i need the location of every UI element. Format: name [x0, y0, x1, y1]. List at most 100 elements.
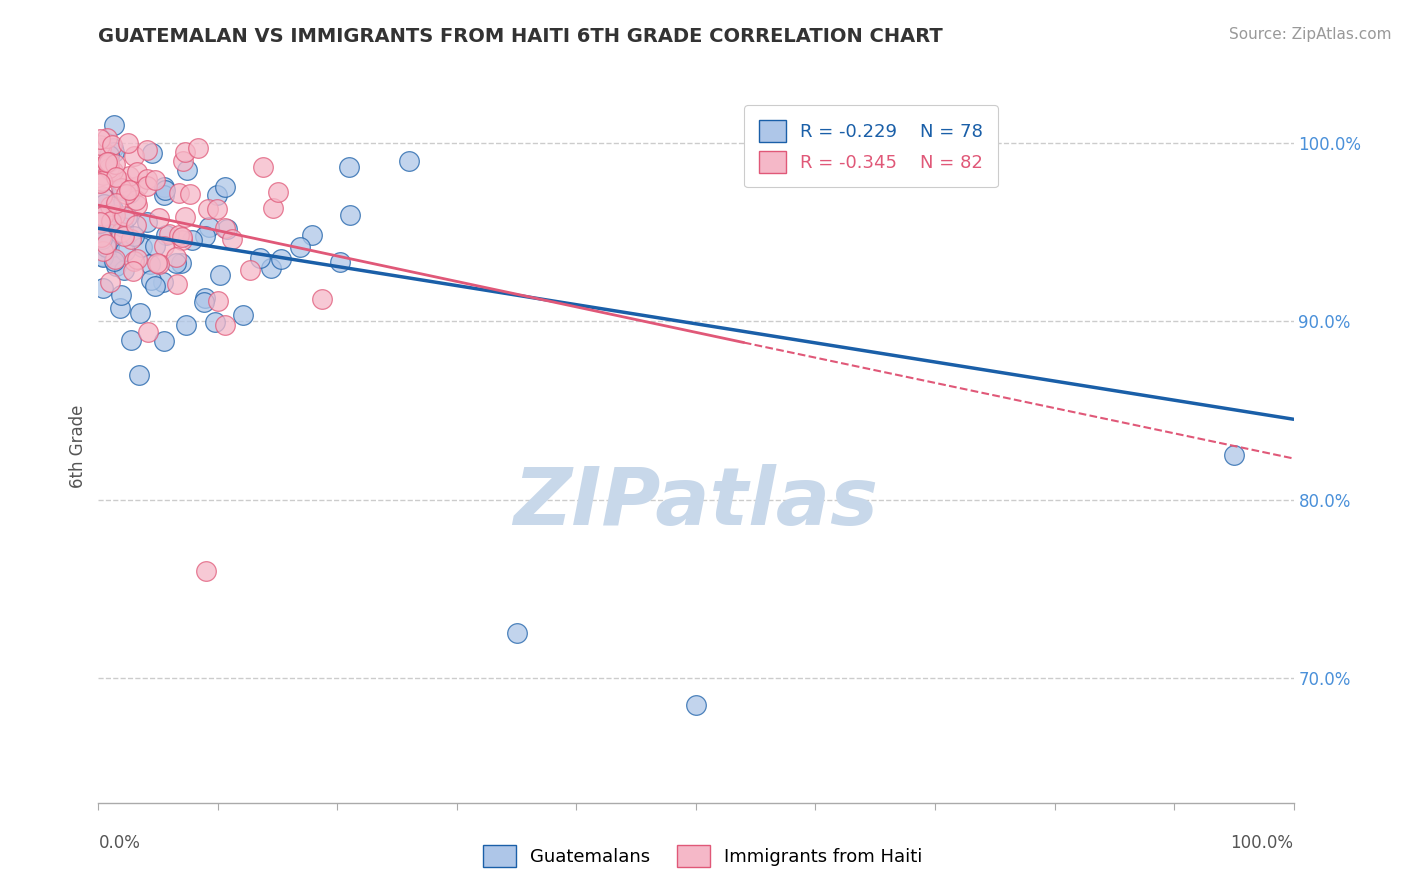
Point	[337, 161, 360, 175]
Point	[108, 301, 131, 315]
Point	[90, 229, 112, 244]
Point	[193, 295, 215, 310]
Point	[101, 138, 124, 153]
Point	[91, 174, 114, 188]
Point	[339, 208, 361, 222]
Point	[122, 254, 145, 268]
Point	[100, 214, 122, 228]
Point	[112, 181, 135, 195]
Point	[172, 230, 194, 244]
Point	[193, 291, 215, 305]
Point	[239, 263, 262, 277]
Point	[205, 202, 228, 216]
Point	[115, 210, 138, 224]
Point	[143, 173, 166, 187]
Y-axis label: 6th Grade: 6th Grade	[69, 404, 87, 488]
Point	[197, 202, 219, 217]
Point	[101, 206, 124, 220]
Point	[143, 239, 166, 253]
Point	[157, 227, 180, 241]
Point	[214, 180, 236, 194]
Point	[125, 198, 148, 212]
Point	[104, 259, 127, 273]
Point	[110, 181, 132, 195]
Point	[101, 141, 124, 155]
Point	[170, 255, 193, 269]
Point	[120, 186, 142, 201]
Point	[96, 155, 118, 169]
Point	[91, 168, 114, 182]
Point	[120, 333, 142, 347]
Point	[114, 263, 136, 277]
Point	[155, 183, 177, 197]
Point	[127, 179, 149, 194]
Point	[252, 160, 274, 174]
Point	[112, 210, 135, 224]
Point	[89, 216, 111, 230]
Point	[100, 249, 122, 263]
Point	[98, 161, 121, 175]
Legend: R = -0.229    N = 78, R = -0.345    N = 82: R = -0.229 N = 78, R = -0.345 N = 82	[744, 105, 998, 187]
Point	[97, 207, 120, 221]
Point	[152, 275, 174, 289]
Point	[129, 306, 152, 320]
Point	[114, 244, 136, 258]
Point	[131, 240, 153, 254]
Point	[89, 226, 111, 240]
Point	[176, 318, 198, 333]
Point	[398, 153, 420, 168]
Point	[94, 219, 117, 234]
Point	[118, 183, 141, 197]
Point	[181, 233, 204, 247]
Point	[176, 162, 198, 177]
Point	[174, 210, 197, 224]
Text: 100.0%: 100.0%	[1230, 834, 1294, 852]
Point	[89, 132, 111, 146]
Point	[125, 218, 148, 232]
Point	[91, 281, 114, 295]
Point	[301, 227, 323, 242]
Point	[114, 186, 136, 201]
Point	[94, 158, 117, 172]
Point	[93, 191, 115, 205]
Point	[91, 188, 114, 202]
Point	[90, 141, 112, 155]
Point	[98, 276, 121, 290]
Legend: Guatemalans, Immigrants from Haiti: Guatemalans, Immigrants from Haiti	[477, 838, 929, 874]
Point	[152, 334, 174, 349]
Point	[120, 232, 142, 246]
Point	[165, 256, 187, 270]
Point	[112, 220, 135, 235]
Point	[136, 215, 159, 229]
Point	[167, 186, 190, 200]
Point	[112, 228, 135, 243]
Point	[91, 209, 114, 223]
Text: 0.0%: 0.0%	[98, 834, 141, 852]
Point	[153, 179, 176, 194]
Point	[141, 146, 163, 161]
Point	[111, 183, 134, 197]
Point	[101, 163, 124, 178]
Point	[685, 698, 707, 712]
Point	[153, 188, 176, 202]
Point	[96, 237, 118, 252]
Point	[197, 219, 219, 234]
Text: ZIPatlas: ZIPatlas	[513, 464, 879, 542]
Point	[136, 178, 159, 193]
Point	[148, 257, 170, 271]
Point	[215, 222, 238, 236]
Point	[90, 232, 112, 246]
Text: Source: ZipAtlas.com: Source: ZipAtlas.com	[1229, 27, 1392, 42]
Point	[118, 169, 141, 183]
Point	[103, 254, 125, 268]
Point	[91, 244, 114, 258]
Point	[103, 118, 125, 132]
Point	[111, 175, 134, 189]
Point	[105, 196, 128, 211]
Point	[136, 326, 159, 340]
Point	[179, 187, 201, 202]
Point	[125, 164, 148, 178]
Point	[100, 199, 122, 213]
Point	[266, 185, 288, 199]
Point	[93, 197, 115, 211]
